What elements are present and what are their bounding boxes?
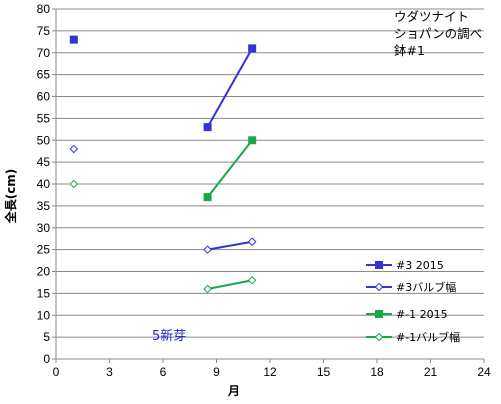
x-tick-label: 18 bbox=[370, 365, 384, 379]
axes: 0 5 10 15 20 25 30 35 40 45 50 55 60 65 70 75 80 0 3 6 9 12 15… bbox=[37, 2, 491, 379]
legend: #3 2015 #3バルブ幅 #-1 2015 #-1バルブ幅 bbox=[366, 259, 460, 344]
data-point bbox=[203, 193, 212, 202]
series-1 bbox=[69, 35, 257, 132]
y-tick-label: 50 bbox=[37, 133, 51, 147]
y-tick-label: 65 bbox=[37, 68, 51, 82]
legend-label: #3バルブ幅 bbox=[396, 280, 456, 294]
chart-title-line: ショパンの調べ bbox=[394, 26, 482, 41]
series-line bbox=[206, 139, 253, 198]
y-tick-label: 70 bbox=[37, 46, 51, 60]
legend-marker bbox=[375, 261, 383, 269]
data-point bbox=[69, 179, 79, 189]
data-point bbox=[69, 144, 79, 154]
x-tick-label: 3 bbox=[106, 365, 113, 379]
y-tick-label: 55 bbox=[37, 111, 51, 125]
legend-item: #-1バルブ幅 bbox=[366, 330, 460, 344]
data-point bbox=[248, 44, 257, 53]
legend-item: #-1 2015 bbox=[366, 308, 448, 321]
x-tick-label: 24 bbox=[477, 365, 491, 379]
y-axis-label: 全長(cm) bbox=[3, 169, 18, 225]
series-line bbox=[207, 279, 253, 290]
chart-title-line: 鉢#1 bbox=[394, 43, 425, 58]
data-point bbox=[247, 275, 257, 285]
y-tick-label: 75 bbox=[37, 24, 51, 38]
data-point bbox=[247, 237, 257, 247]
y-tick-label: 35 bbox=[37, 199, 51, 213]
data-point bbox=[203, 245, 212, 254]
legend-item: #3バルブ幅 bbox=[366, 280, 456, 294]
chart-title-line: ウダツナイト bbox=[394, 9, 469, 24]
y-tick-label: 40 bbox=[37, 177, 51, 191]
series-4 bbox=[69, 179, 257, 294]
series-line bbox=[207, 240, 253, 251]
legend-marker bbox=[375, 310, 383, 318]
legend-marker bbox=[374, 282, 384, 292]
annotation: 5新芽 bbox=[152, 328, 186, 344]
y-tick-label: 45 bbox=[37, 155, 51, 169]
legend-label: #-1 2015 bbox=[396, 308, 448, 321]
x-tick-label: 9 bbox=[213, 365, 220, 379]
legend-item: #3 2015 bbox=[366, 259, 444, 272]
series-3 bbox=[203, 136, 257, 202]
x-axis-label: 月 bbox=[227, 384, 240, 398]
y-tick-label: 80 bbox=[37, 2, 51, 16]
y-tick-label: 30 bbox=[37, 221, 51, 235]
x-tick-label: 0 bbox=[53, 365, 60, 379]
y-tick-label: 60 bbox=[37, 90, 51, 104]
series-line bbox=[206, 47, 254, 128]
series bbox=[69, 35, 257, 294]
y-tick-label: 20 bbox=[37, 265, 51, 279]
grid bbox=[56, 8, 484, 338]
data-point bbox=[69, 35, 78, 44]
series-2 bbox=[69, 144, 257, 254]
legend-label: #-1バルブ幅 bbox=[396, 330, 460, 344]
x-tick-label: 21 bbox=[424, 365, 438, 379]
legend-marker bbox=[374, 332, 384, 342]
x-tick-label: 15 bbox=[317, 365, 331, 379]
legend-label: #3 2015 bbox=[396, 259, 444, 272]
y-tick-label: 5 bbox=[43, 330, 50, 344]
y-tick-label: 15 bbox=[37, 286, 51, 300]
y-tick-label: 0 bbox=[43, 352, 50, 366]
x-tick-label: 12 bbox=[263, 365, 277, 379]
y-tick-label: 25 bbox=[37, 243, 51, 257]
x-tick-label: 6 bbox=[160, 365, 167, 379]
data-point bbox=[203, 123, 212, 132]
data-point bbox=[203, 284, 212, 294]
y-tick-label: 10 bbox=[37, 308, 51, 322]
data-point bbox=[248, 136, 257, 145]
